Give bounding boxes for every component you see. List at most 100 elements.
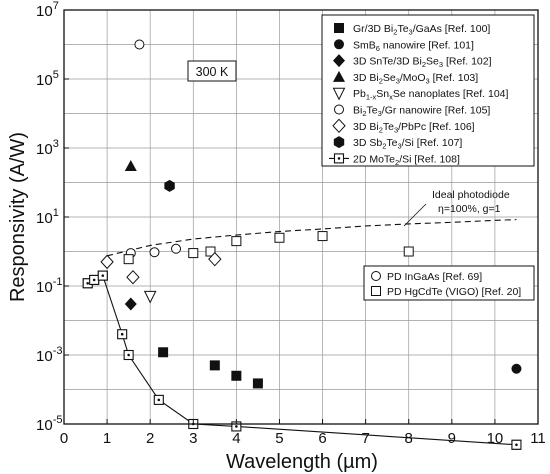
- legend-marker: [333, 54, 345, 68]
- reference-series-0: [125, 243, 182, 259]
- circle-marker: [371, 271, 381, 281]
- y-tick-label: 107: [36, 0, 59, 20]
- legend-entry: PD HgCdTe (VIGO) [Ref. 20]: [387, 286, 521, 298]
- temperature-badge: 300 K: [187, 60, 237, 82]
- data-point: [143, 290, 157, 304]
- series-7: [164, 179, 175, 192]
- x-tick-label: 11: [530, 430, 546, 447]
- x-tick-label: 10: [487, 430, 504, 447]
- temperature-label: 300 K: [196, 65, 229, 79]
- legend-entry: Bi2Te3/Gr nanowire [Ref. 105]: [353, 105, 490, 119]
- legend-marker: [332, 118, 346, 134]
- data-point: [126, 269, 140, 285]
- legend-entry: 3D Sb2Te3/Si [Ref. 107]: [353, 137, 462, 151]
- circle-marker: [171, 243, 182, 254]
- reference-point: [171, 243, 182, 254]
- hexagon-marker: [333, 136, 345, 149]
- circle-marker: [511, 363, 522, 374]
- data-point: [164, 179, 175, 192]
- diamond-marker: [332, 118, 346, 134]
- data-point: [100, 254, 114, 270]
- square-marker: [274, 232, 285, 243]
- data-point: [124, 160, 137, 172]
- ideal-photodiode-curve: [106, 219, 517, 257]
- legend-marker: [334, 39, 344, 50]
- square-marker: [231, 370, 242, 381]
- y-tick-label: 105: [36, 69, 59, 89]
- y-tick-label: 10-5: [36, 414, 62, 434]
- reference-point: [123, 254, 134, 265]
- series-6: [100, 251, 222, 285]
- square-marker: [231, 236, 242, 247]
- x-tick-label: 0: [60, 430, 68, 447]
- x-tick-labels: 0 1 2 3 4 5 6 7 8 9 10 11: [60, 419, 546, 447]
- x-tick-label: 4: [232, 430, 240, 447]
- data-point: [124, 297, 137, 311]
- square-center-dot: [235, 425, 238, 428]
- ideal-label-line1: Ideal photodiode: [432, 189, 510, 201]
- y-axis-title: Responsivity (A/W): [7, 132, 29, 302]
- reference-point: [149, 247, 160, 258]
- legend-marker: [371, 286, 381, 296]
- x-tick-label: 3: [189, 430, 197, 447]
- circle-marker: [134, 39, 145, 50]
- square-center-dot: [86, 281, 89, 285]
- data-point: [252, 378, 263, 389]
- data-series: [82, 39, 522, 450]
- reference-legend: PD InGaAs [Ref. 69] PD HgCdTe (VIGO) [Ref…: [363, 265, 535, 301]
- reference-point: [403, 246, 414, 257]
- legend-entry: Pb1-xSnxSe nanoplates [Ref. 104]: [353, 88, 509, 102]
- square-marker: [158, 347, 169, 358]
- legend-marker: [371, 271, 381, 281]
- legend-marker: [333, 153, 345, 164]
- y-tick-label: 10-3: [36, 345, 62, 365]
- legend-marker: [332, 87, 346, 101]
- circle-marker: [149, 247, 160, 258]
- legend-entry: 3D Bi2Se3/MoO3 [Ref. 103]: [353, 72, 478, 86]
- data-point: [89, 274, 100, 285]
- reference-point: [274, 232, 285, 243]
- data-point: [209, 360, 220, 371]
- series-1: [511, 363, 522, 374]
- y-tick-label: 101: [36, 207, 59, 227]
- square-center-dot: [127, 353, 130, 357]
- diamond-marker: [126, 269, 140, 285]
- series-0: [158, 347, 263, 389]
- diamond-marker: [124, 297, 137, 311]
- data-point: [231, 370, 242, 381]
- square-center-dot: [92, 278, 96, 282]
- triangle-marker: [333, 70, 345, 82]
- square-marker: [205, 246, 216, 257]
- legend-entry: Gr/3D Bi2Te3/GaAs [Ref. 100]: [353, 23, 490, 37]
- reference-point: [205, 246, 216, 257]
- legend-marker: [333, 70, 345, 82]
- data-point: [158, 347, 169, 358]
- legend-entry: PD InGaAs [Ref. 69]: [387, 271, 482, 283]
- series-3: [124, 160, 137, 172]
- series-8: [82, 270, 522, 450]
- x-tick-label: 6: [318, 430, 326, 447]
- diamond-marker: [208, 251, 222, 267]
- square-marker: [252, 378, 263, 389]
- x-tick-label: 2: [146, 430, 154, 447]
- data-point: [134, 39, 145, 50]
- square-center-dot: [101, 274, 105, 277]
- square-marker: [123, 254, 134, 265]
- y-tick-label: 10-1: [36, 276, 62, 296]
- triangle-down-marker: [332, 87, 346, 101]
- square-center-dot: [337, 157, 341, 160]
- series-5: [134, 39, 145, 50]
- reference-point: [317, 231, 328, 242]
- ideal-label-line2: η=100%, g=1: [438, 203, 501, 215]
- square-marker: [334, 23, 344, 33]
- legend-marker: [334, 104, 344, 115]
- legend-marker: [334, 23, 344, 33]
- circle-marker: [334, 39, 344, 50]
- reference-point: [231, 236, 242, 247]
- square-marker: [403, 246, 414, 257]
- legend-entry: SmB6 nanowire [Ref. 101]: [353, 39, 474, 53]
- series-4: [143, 290, 157, 304]
- reference-series-1: [82, 231, 522, 450]
- x-tick-label: 9: [448, 430, 456, 447]
